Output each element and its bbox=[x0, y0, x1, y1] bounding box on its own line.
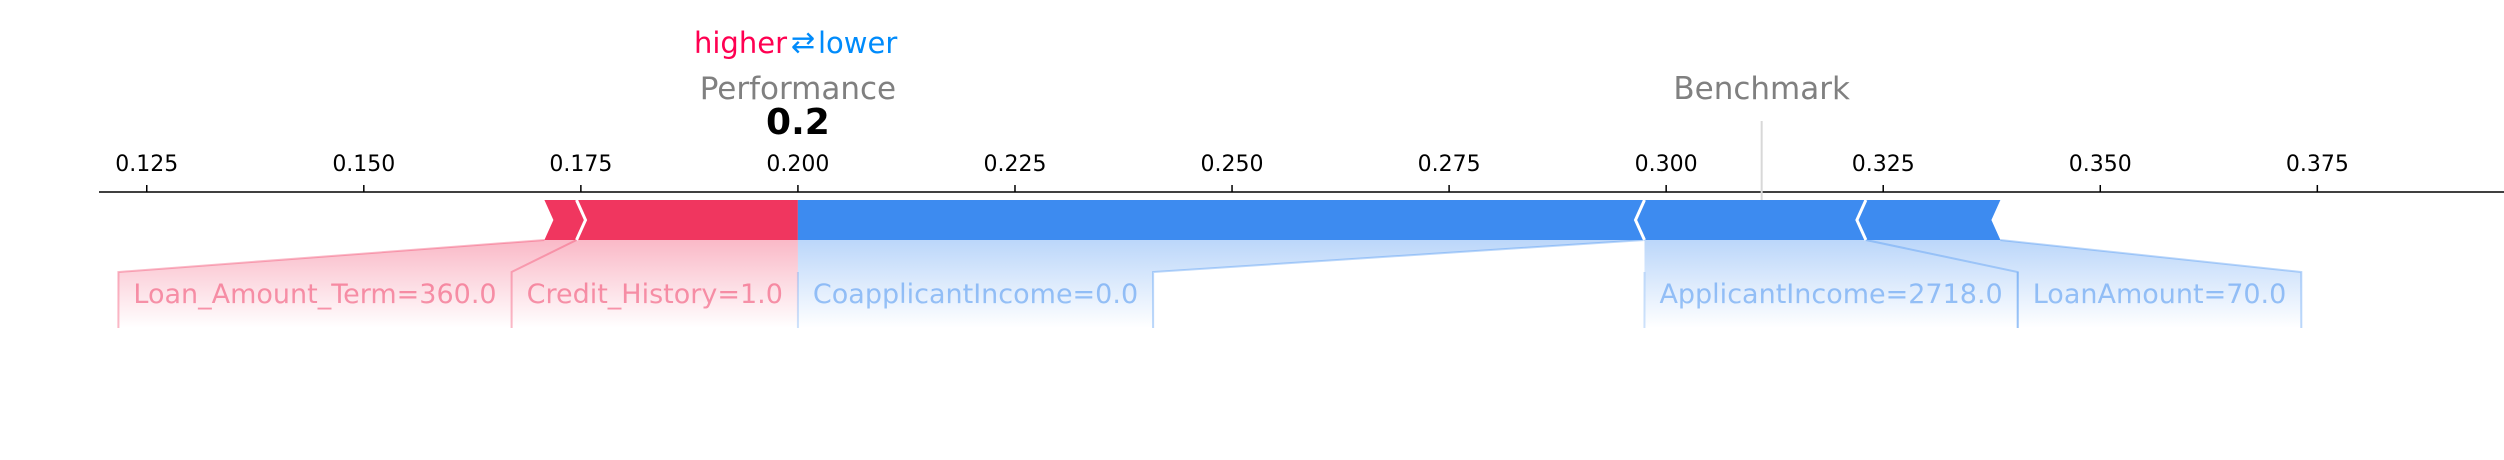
x-tick-label: 0.200 bbox=[766, 152, 829, 177]
x-tick-label: 0.275 bbox=[1418, 152, 1481, 177]
x-tick-label: 0.300 bbox=[1635, 152, 1698, 177]
positive-feature-label: Credit_History=1.0 bbox=[527, 279, 783, 310]
negative-feature-separator bbox=[1633, 199, 1646, 241]
negative-feature-gradient bbox=[1644, 240, 2018, 328]
x-tick-label: 0.375 bbox=[2286, 152, 2349, 177]
output-value: 0.2 bbox=[766, 102, 830, 143]
negative-feature-bar bbox=[797, 200, 1645, 240]
negative-feature-bar bbox=[1856, 200, 2001, 240]
negative-feature-separator bbox=[1855, 199, 1868, 241]
x-tick-label: 0.350 bbox=[2069, 152, 2132, 177]
negative-feature-gradient bbox=[1865, 240, 2302, 328]
legend-arrow-icon: ⇄ bbox=[791, 25, 815, 59]
negative-feature-connector bbox=[2000, 239, 2303, 328]
feature-bars bbox=[544, 199, 2001, 241]
base-label: Benchmark bbox=[1673, 71, 1850, 107]
legend-lower: lower bbox=[818, 26, 897, 60]
x-axis-ticks: 0.125 0.150 0.175 0.200 0.225 0.250 0.275 0.300… bbox=[115, 152, 2349, 192]
negative-feature-bar bbox=[1635, 200, 1866, 240]
positive-feature-label: Loan_Amount_Term=360.0 bbox=[133, 279, 496, 310]
x-tick-label: 0.175 bbox=[549, 152, 612, 177]
negative-feature-label: ApplicantIncome=2718.0 bbox=[1659, 279, 2002, 310]
feature-gradients bbox=[117, 239, 2303, 328]
x-tick-label: 0.125 bbox=[115, 152, 178, 177]
negative-feature-label: LoanAmount=70.0 bbox=[2033, 279, 2287, 310]
positive-feature-gradient bbox=[511, 240, 798, 328]
output-label: Performance bbox=[700, 71, 896, 107]
positive-feature-separator bbox=[575, 199, 588, 241]
negative-feature-connector bbox=[1152, 239, 1645, 328]
feature-labels: Credit_History=1.0 Loan_Amount_Term=360.0… bbox=[133, 279, 2286, 310]
x-tick-label: 0.325 bbox=[1852, 152, 1915, 177]
x-tick-label: 0.150 bbox=[332, 152, 395, 177]
x-tick-label: 0.250 bbox=[1201, 152, 1264, 177]
positive-feature-gradient bbox=[118, 240, 577, 328]
legend-higher: higher bbox=[694, 26, 787, 60]
positive-feature-connector bbox=[117, 239, 545, 328]
negative-feature-label: CoapplicantIncome=0.0 bbox=[813, 279, 1138, 310]
negative-feature-gradient bbox=[797, 240, 1645, 328]
x-tick-label: 0.225 bbox=[983, 152, 1046, 177]
positive-feature-bar bbox=[544, 200, 586, 240]
positive-feature-bar bbox=[576, 200, 798, 240]
